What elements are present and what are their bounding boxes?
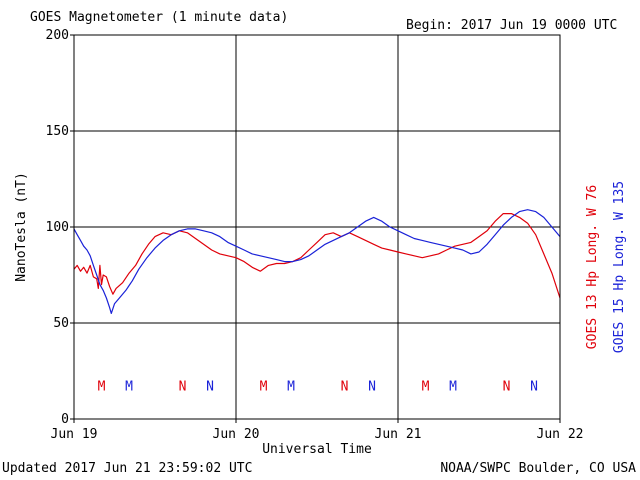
x-axis-label: Universal Time bbox=[262, 442, 372, 457]
y-tick-label: 100 bbox=[46, 220, 69, 235]
updated-timestamp: Updated 2017 Jun 21 23:59:02 UTC bbox=[2, 461, 253, 476]
x-tick-label: Jun 20 bbox=[213, 427, 260, 442]
annotation-label: N bbox=[368, 379, 376, 394]
y-tick-label: 0 bbox=[61, 412, 69, 427]
legend-entry-1: GOES 13 Hp Long. W 76 bbox=[585, 185, 600, 349]
x-tick-label: Jun 21 bbox=[375, 427, 422, 442]
y-tick-label: 50 bbox=[53, 316, 69, 331]
series-line-1 bbox=[73, 213, 561, 299]
x-tick-label: Jun 22 bbox=[537, 427, 584, 442]
series-line-2 bbox=[73, 209, 561, 314]
credit-text: NOAA/SWPC Boulder, CO USA bbox=[440, 461, 636, 476]
annotation-label: M bbox=[287, 379, 295, 394]
y-tick-label: 150 bbox=[46, 124, 69, 139]
annotation-label: N bbox=[179, 379, 187, 394]
x-tick-label: Jun 19 bbox=[51, 427, 98, 442]
begin-time: Begin: 2017 Jun 19 0000 UTC bbox=[406, 18, 618, 33]
annotation-label: N bbox=[530, 379, 538, 394]
annotation-label: N bbox=[503, 379, 511, 394]
annotation-label: M bbox=[260, 379, 268, 394]
annotation-label: M bbox=[125, 379, 133, 394]
legend-entry-2: GOES 15 Hp Long. W 135 bbox=[612, 181, 627, 353]
y-axis-label: NanoTesla (nT) bbox=[14, 172, 29, 282]
annotation-label: M bbox=[422, 379, 430, 394]
annotation-label: M bbox=[449, 379, 457, 394]
annotation-label: N bbox=[341, 379, 349, 394]
annotation-label: N bbox=[206, 379, 214, 394]
y-tick-label: 200 bbox=[46, 28, 69, 43]
chart-title: GOES Magnetometer (1 minute data) bbox=[30, 10, 289, 25]
annotation-label: M bbox=[98, 379, 106, 394]
